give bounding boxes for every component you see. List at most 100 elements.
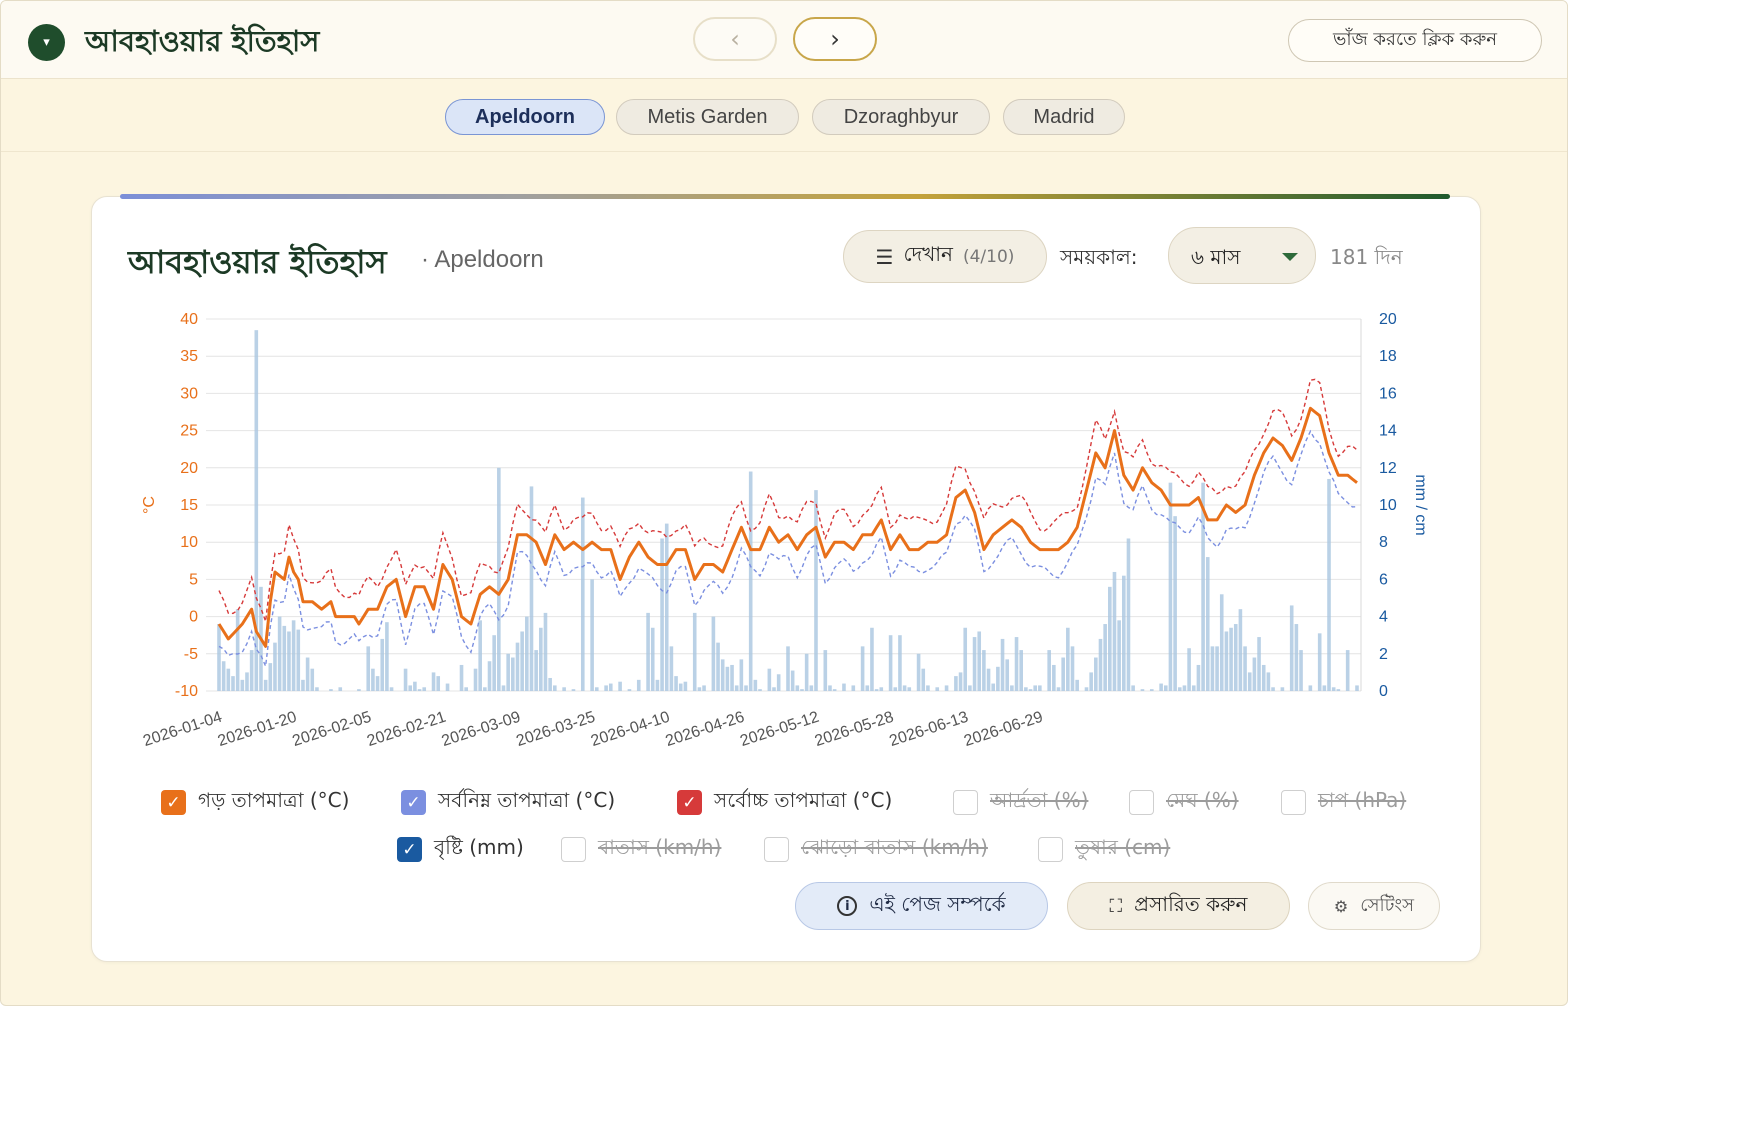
y-tick-label-left: 40: [180, 311, 198, 328]
legend-label: গড় তাপমাত্রা (°C): [198, 788, 350, 812]
precip-bar: [221, 661, 226, 691]
precip-bar: [487, 661, 492, 691]
precip-bar: [1149, 689, 1154, 691]
tab-dzoraghbyur[interactable]: Dzoraghbyur: [812, 99, 990, 135]
checkbox-unchecked-icon[interactable]: [1129, 790, 1154, 815]
legend-item[interactable]: মেঘ (%): [1129, 786, 1239, 819]
precip-bar: [422, 687, 427, 691]
x-tick-label: 2026-06-29: [962, 709, 1045, 750]
settings-button[interactable]: ⚙ সেটিংস: [1308, 882, 1440, 930]
precip-bar: [1019, 650, 1023, 691]
precip-bar: [1117, 620, 1121, 691]
precip-bar: [1233, 624, 1238, 691]
legend-item[interactable]: ✓ সর্বনিম্ন তাপমাত্রা (°C): [401, 786, 615, 819]
precip-bar: [795, 685, 800, 691]
precip-bar: [865, 685, 870, 691]
y-tick-label-right: 14: [1379, 423, 1397, 440]
info-icon: i: [837, 896, 858, 916]
checkbox-checked-icon[interactable]: ✓: [161, 790, 186, 815]
legend-item[interactable]: ✓ গড় তাপমাত্রা (°C): [161, 786, 349, 819]
checkbox-checked-icon[interactable]: ✓: [397, 837, 422, 862]
precip-bar: [720, 659, 725, 691]
checkbox-unchecked-icon[interactable]: [1281, 790, 1306, 815]
x-tick-label: 2026-05-28: [813, 709, 896, 750]
checkbox-unchecked-icon[interactable]: [764, 837, 789, 862]
precip-bar: [958, 672, 963, 691]
prev-location-button[interactable]: ‹: [693, 17, 777, 61]
expand-button[interactable]: ⛶ প্রসারিত করুন: [1067, 882, 1290, 930]
precip-bar: [734, 685, 739, 691]
collapse-button[interactable]: ভাঁজ করতে ক্লিক করুন: [1288, 19, 1542, 62]
precip-bar: [832, 689, 837, 691]
x-tick-label: 2026-02-21: [365, 709, 448, 750]
tab-apeldoorn[interactable]: Apeldoorn: [445, 99, 605, 135]
precip-bar: [254, 330, 259, 691]
legend-item[interactable]: ✓ বৃষ্টি (mm): [397, 833, 524, 866]
max-temp-line: [218, 378, 1358, 622]
precip-bar: [240, 679, 245, 691]
period-select[interactable]: ৬ মাস: [1168, 227, 1316, 284]
about-page-button[interactable]: i এই পেজ সম্পর্কে: [795, 882, 1048, 930]
precip-bar: [1294, 624, 1299, 691]
checkbox-unchecked-icon[interactable]: [561, 837, 586, 862]
precip-bar: [786, 646, 790, 691]
precip-bar: [1252, 657, 1257, 691]
precip-bar: [594, 687, 599, 691]
precip-bar: [697, 687, 702, 691]
precip-bar: [464, 687, 468, 691]
precip-bar: [445, 683, 450, 691]
checkbox-unchecked-icon[interactable]: [953, 790, 978, 815]
precip-bar: [408, 685, 413, 691]
precip-bar: [1280, 687, 1285, 691]
legend-item[interactable]: আর্দ্রতা (%): [953, 786, 1088, 819]
precip-bar: [1122, 575, 1126, 691]
legend-item[interactable]: চাপ (hPa): [1281, 786, 1406, 819]
precip-bar: [823, 650, 828, 691]
tab-madrid[interactable]: Madrid: [1003, 99, 1125, 135]
y-tick-label-left: 0: [189, 609, 198, 626]
precip-bar: [902, 685, 907, 691]
precip-bar: [515, 642, 520, 691]
precip-bar: [1168, 482, 1173, 691]
precip-bar: [921, 668, 926, 691]
precip-bar: [954, 676, 958, 691]
precip-bar: [534, 650, 538, 691]
precip-bar: [296, 629, 301, 691]
checkbox-checked-icon[interactable]: ✓: [677, 790, 702, 815]
checkbox-checked-icon[interactable]: ✓: [401, 790, 426, 815]
precip-bar: [716, 642, 720, 691]
precip-bar: [935, 687, 940, 691]
precip-bar: [1112, 571, 1117, 691]
precip-bar: [310, 668, 315, 691]
precip-bar: [1131, 685, 1135, 691]
x-tick-label: 2026-02-05: [290, 709, 373, 750]
precip-bar: [1187, 648, 1191, 691]
precip-bar: [525, 616, 529, 691]
precip-bar: [380, 638, 385, 691]
precip-bar: [660, 538, 664, 691]
collapse-toggle-icon[interactable]: ▾: [28, 24, 65, 61]
legend-item[interactable]: বাতাস (km/h): [561, 833, 721, 866]
y-tick-label-right: 6: [1379, 571, 1388, 588]
precip-bar: [562, 687, 566, 691]
legend-item[interactable]: ✓ সর্বোচ্চ তাপমাত্রা (°C): [677, 786, 892, 819]
tab-metis-garden[interactable]: Metis Garden: [616, 99, 799, 135]
precip-bar: [1327, 478, 1331, 691]
precip-bar: [1108, 586, 1112, 691]
legend-item[interactable]: ঝোড়ো বাতাস (km/h): [764, 833, 988, 866]
precip-bar: [991, 683, 996, 691]
precip-bar: [1215, 646, 1219, 691]
y-tick-label-right: 10: [1379, 497, 1397, 514]
precip-bar: [1103, 624, 1107, 691]
checkbox-unchecked-icon[interactable]: [1038, 837, 1063, 862]
next-location-button[interactable]: ›: [793, 17, 877, 61]
precip-bar: [1047, 650, 1051, 691]
precip-bar: [1322, 685, 1327, 691]
precip-bar: [916, 653, 921, 691]
show-series-button[interactable]: ☰ দেখান (4/10): [843, 230, 1047, 283]
y-tick-label-right: 18: [1379, 348, 1397, 365]
legend-item[interactable]: তুষার (cm): [1038, 833, 1170, 866]
precip-bar: [1126, 538, 1131, 691]
precip-bar: [1140, 689, 1145, 691]
precip-bar: [874, 689, 879, 691]
